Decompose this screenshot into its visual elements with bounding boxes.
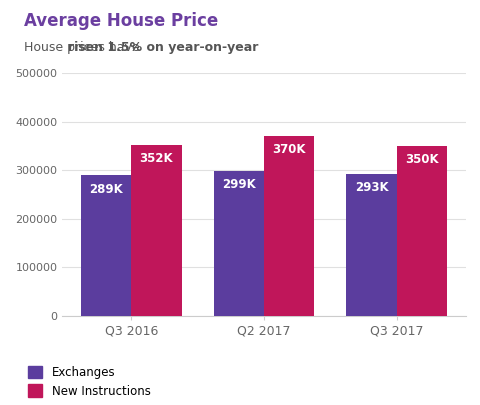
Bar xyxy=(264,136,314,316)
Bar xyxy=(347,173,397,316)
Text: risen 1.5% on year-on-year: risen 1.5% on year-on-year xyxy=(68,40,259,53)
Text: Average House Price: Average House Price xyxy=(24,12,218,30)
Text: 350K: 350K xyxy=(405,153,439,166)
Legend: Exchanges, New Instructions: Exchanges, New Instructions xyxy=(28,366,150,398)
Text: House prices have: House prices have xyxy=(24,40,144,53)
Text: 293K: 293K xyxy=(355,181,388,194)
Bar xyxy=(81,175,131,316)
Text: 370K: 370K xyxy=(273,143,306,156)
Text: 299K: 299K xyxy=(222,178,256,191)
Bar xyxy=(131,145,181,316)
Bar xyxy=(214,171,264,316)
Text: 352K: 352K xyxy=(140,152,173,165)
Text: 289K: 289K xyxy=(89,183,123,196)
Bar xyxy=(397,146,447,316)
